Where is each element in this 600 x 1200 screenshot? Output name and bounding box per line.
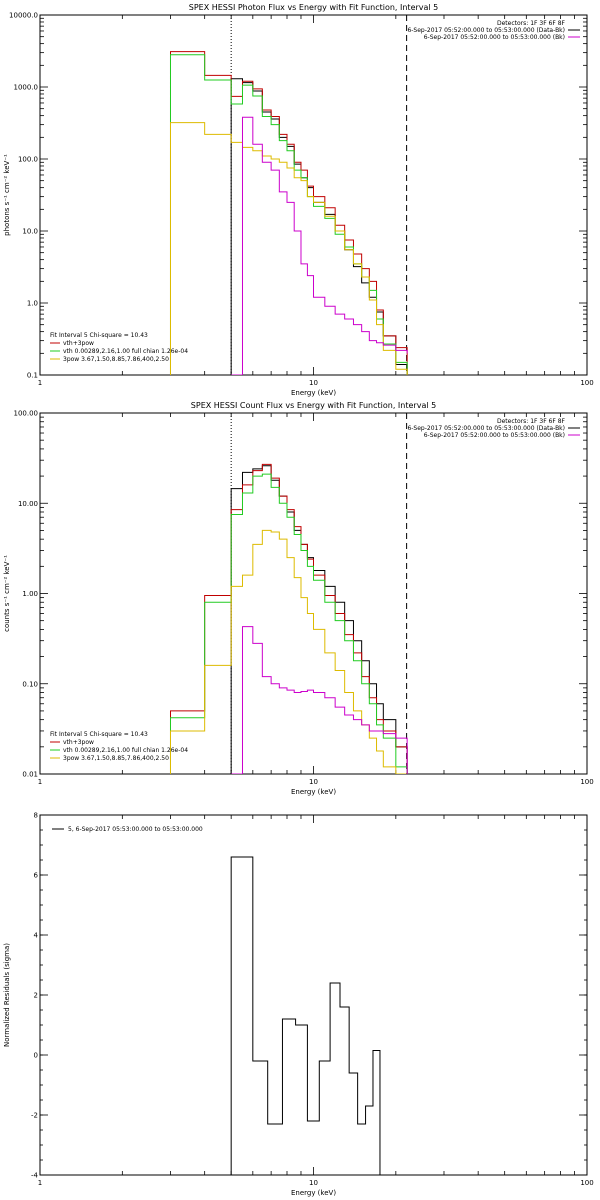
x-tick-label: 10 — [309, 1179, 318, 1187]
y-tick-label: 2 — [34, 992, 38, 1000]
legend-entry: vth 0.00289,2.16,1.00 full chian 1.26e-0… — [63, 747, 188, 754]
series-line-1 — [169, 463, 408, 774]
x-tick-label: 100 — [580, 1179, 593, 1187]
chart-title: SPEX HESSI Photon Flux vs Energy with Fi… — [189, 3, 439, 12]
x-tick-label: 100 — [580, 778, 593, 786]
x-axis-label: Energy (keV) — [291, 389, 336, 397]
time-range-entry: 6-Sep-2017 05:52:00.000 to 05:53:00.000 … — [407, 425, 565, 432]
y-tick-label: 1.00 — [22, 590, 38, 598]
time-range-entry: 6-Sep-2017 05:52:00.000 to 05:53:00.000 … — [424, 34, 565, 41]
y-axis-label: Normalized Residuals (sigma) — [3, 943, 11, 1047]
legend-entry: vth+3pow — [63, 739, 94, 746]
y-tick-label: -2 — [31, 1112, 38, 1120]
series-line-3 — [169, 529, 408, 774]
series-line-0 — [230, 856, 381, 1175]
y-tick-label: 10.0 — [22, 228, 38, 236]
y-tick-label: 6 — [34, 872, 39, 880]
series-line-3 — [169, 122, 408, 375]
y-tick-label: 100.0 — [18, 156, 38, 164]
time-range-entry: 6-Sep-2017 05:52:00.000 to 05:53:00.000 … — [424, 432, 565, 439]
y-tick-label: 0.1 — [27, 372, 38, 380]
time-range-entry: 6-Sep-2017 05:52:00.000 to 05:53:00.000 … — [407, 27, 565, 34]
y-tick-label: 4 — [34, 932, 39, 940]
x-axis-label: Energy (keV) — [291, 1189, 336, 1197]
y-tick-label: 1000.0 — [14, 84, 39, 92]
y-axis-label: photons s⁻¹ cm⁻² keV⁻¹ — [3, 154, 11, 236]
x-tick-label: 100 — [580, 379, 593, 387]
series-line-1 — [169, 51, 408, 375]
y-tick-label: 10000.0 — [9, 12, 38, 20]
y-tick-label: 0.10 — [22, 680, 38, 688]
x-axis-label: Energy (keV) — [291, 788, 336, 796]
legend-header: Fit Interval 5 Chi-square = 10.43 — [50, 731, 148, 738]
y-tick-label: 0 — [34, 1052, 38, 1060]
photon-flux-panel: SPEX HESSI Photon Flux vs Energy with Fi… — [3, 3, 594, 397]
x-tick-label: 1 — [38, 379, 42, 387]
y-tick-label: 100.00 — [14, 410, 39, 418]
series-line-4 — [231, 116, 408, 375]
series-line-0 — [230, 78, 408, 375]
legend-entry: vth+3pow — [63, 340, 94, 347]
count-flux-panel: SPEX HESSI Count Flux vs Energy with Fit… — [3, 401, 594, 796]
y-tick-label: 10.00 — [18, 500, 38, 508]
x-tick-label: 10 — [309, 778, 318, 786]
y-tick-label: 0.01 — [22, 771, 38, 779]
y-tick-label: 8 — [34, 812, 38, 820]
series-line-2 — [169, 54, 408, 375]
series-line-4 — [231, 626, 408, 774]
legend-entry: vth 0.00289,2.16,1.00 full chian 1.26e-0… — [63, 348, 188, 355]
plot-frame — [39, 412, 588, 775]
y-axis-label: counts s⁻¹ cm⁻² keV⁻¹ — [3, 555, 11, 632]
legend-entry: 3pow 3.67,1.50,8.85,7.86,400,2.50 — [63, 356, 169, 363]
legend-header: Fit Interval 5 Chi-square = 10.43 — [50, 332, 148, 339]
y-tick-label: -4 — [31, 1172, 39, 1180]
residuals-panel: 1 10 100 -4 -2 0 2 4 6 8 Energy (keV) Normalized Re… — [3, 812, 594, 1198]
y-tick-label: 1.0 — [27, 300, 38, 308]
legend-entry: 5, 6-Sep-2017 05:53:00.000 to 05:53:00.0… — [68, 826, 203, 833]
detectors-label: Detectors: 1F 3F 6F 8F — [497, 20, 566, 27]
legend-entry: 3pow 3.67,1.50,8.85,7.86,400,2.50 — [63, 755, 169, 762]
chart-title: SPEX HESSI Count Flux vs Energy with Fit… — [191, 401, 436, 410]
series-line-2 — [169, 473, 408, 774]
x-tick-label: 10 — [309, 379, 318, 387]
series-line-0 — [230, 465, 408, 774]
x-tick-label: 1 — [38, 778, 42, 786]
detectors-label: Detectors: 1F 3F 6F 8F — [497, 418, 566, 425]
x-tick-label: 1 — [38, 1179, 42, 1187]
